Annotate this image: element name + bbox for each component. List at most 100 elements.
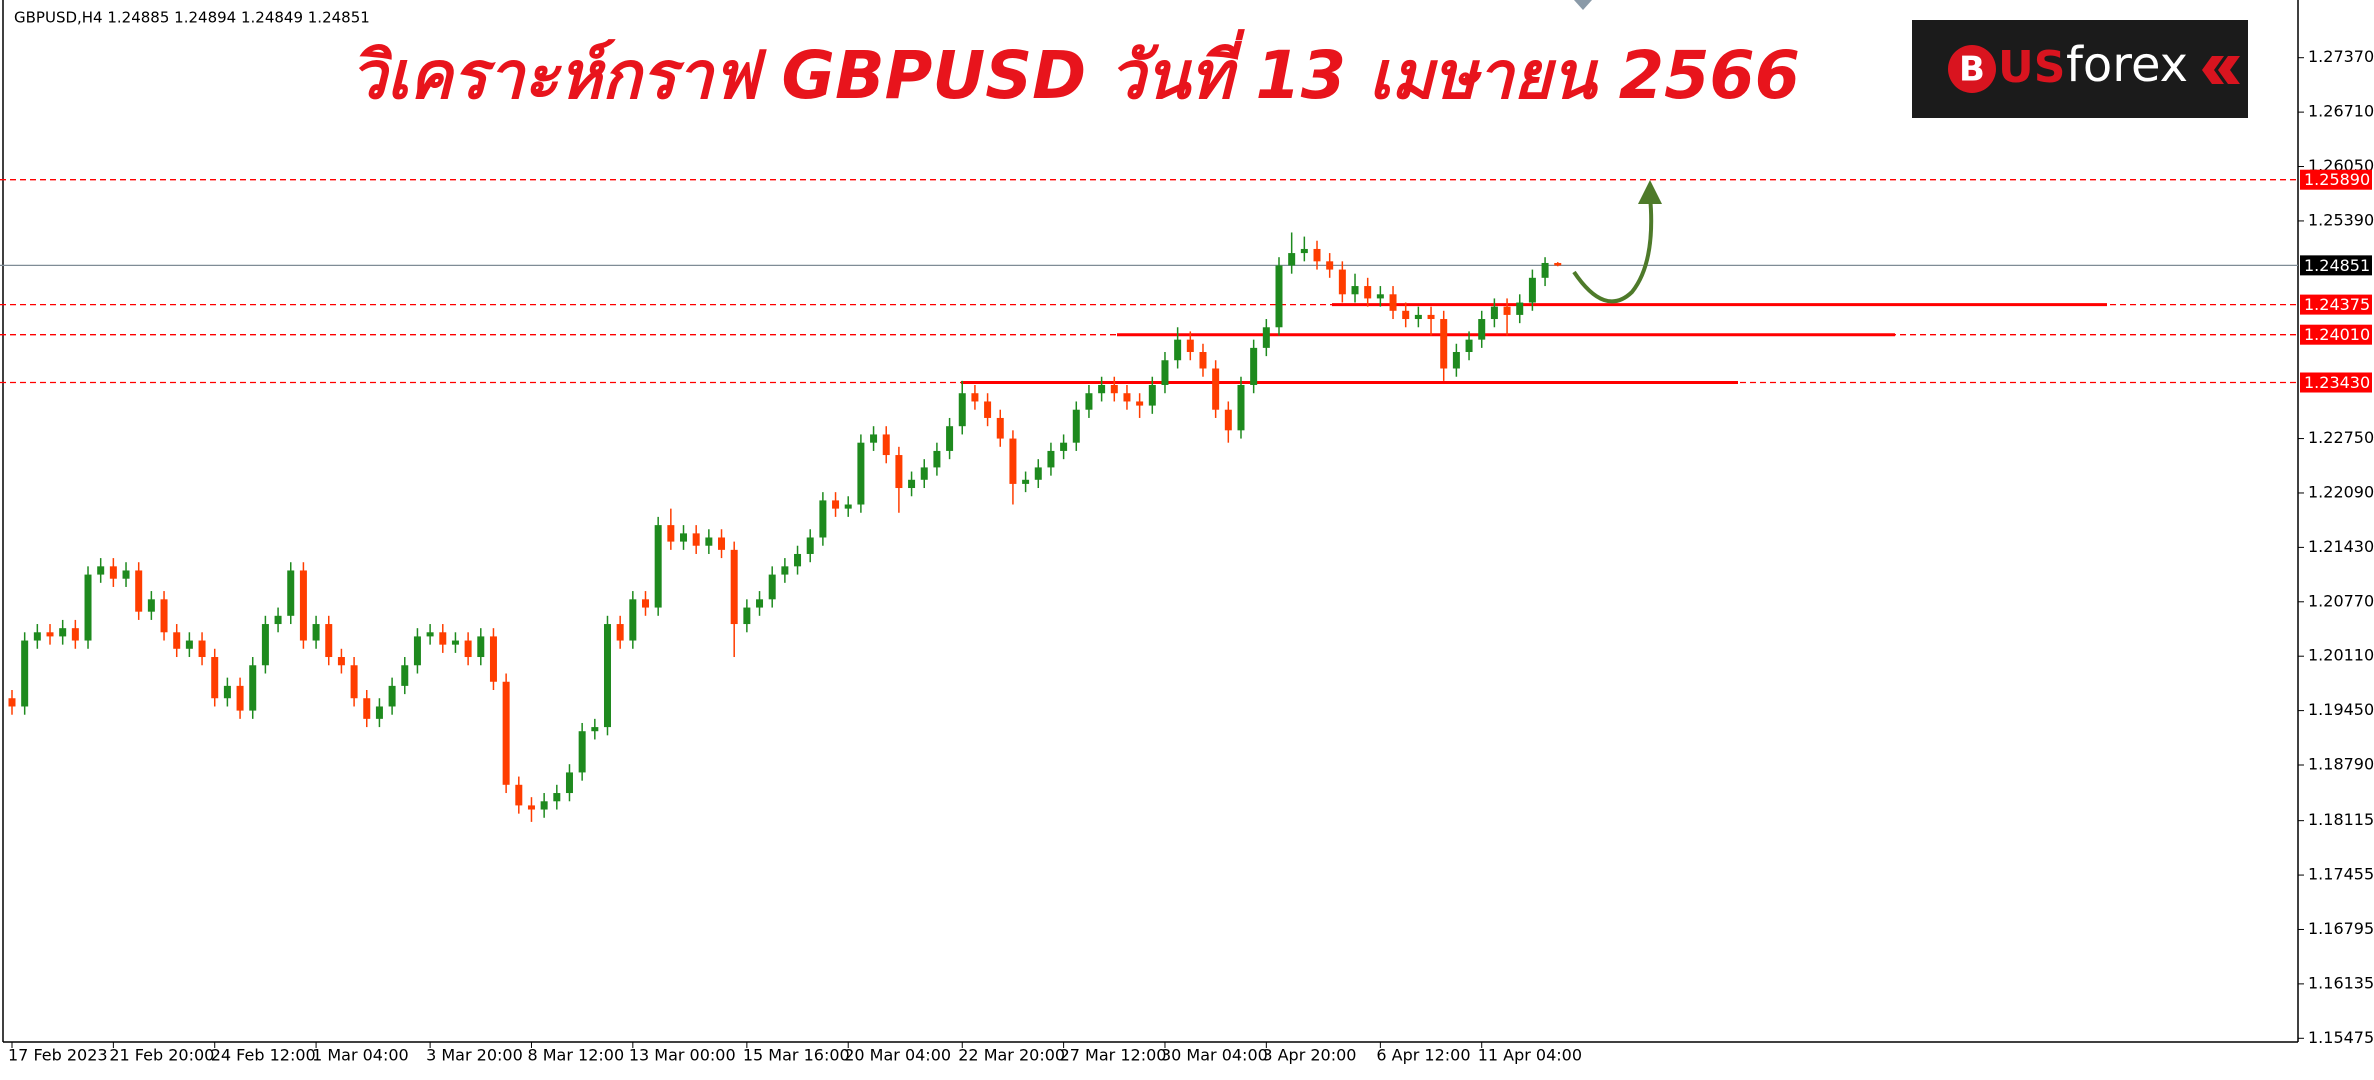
candle-body: [173, 632, 181, 649]
x-tick-label: 11 Apr 04:00: [1478, 1046, 1582, 1065]
candle-body: [540, 801, 548, 810]
candle-body: [565, 772, 573, 794]
candle-body: [743, 607, 751, 625]
x-tick-label: 8 Mar 12:00: [527, 1046, 624, 1065]
candle-body: [1199, 352, 1207, 369]
candle-body: [325, 624, 333, 658]
candle-body: [71, 628, 79, 641]
x-tick-label: 22 Mar 20:00: [958, 1046, 1065, 1065]
candle-body: [135, 570, 143, 612]
x-tick-label: 17 Feb 2023: [8, 1046, 108, 1065]
candle-body: [1250, 347, 1258, 385]
candle-body: [1148, 384, 1156, 406]
candle-body: [1389, 294, 1397, 311]
y-tick-label: 1.17455: [2308, 865, 2374, 884]
y-tick-label: 1.21430: [2308, 537, 2374, 556]
plot-area: 1.273701.267101.260501.253901.227501.220…: [0, 47, 2374, 1065]
level-tag: [2300, 294, 2372, 315]
y-tick-label: 1.27370: [2308, 47, 2374, 66]
y-tick-label: 1.20110: [2308, 646, 2374, 665]
candle-body: [870, 434, 878, 443]
candle-body: [489, 636, 497, 682]
candle-body: [1490, 306, 1498, 320]
candle-body: [1427, 314, 1435, 320]
x-tick-label: 21 Feb 20:00: [109, 1046, 214, 1065]
candle-body: [578, 731, 586, 773]
candle-body: [211, 657, 219, 699]
candle-body: [8, 698, 16, 707]
logo-circle: [1948, 45, 1996, 93]
candle-body: [1528, 277, 1536, 303]
x-tick-label: 3 Mar 20:00: [426, 1046, 523, 1065]
candle-body: [426, 632, 434, 637]
candle-body: [363, 698, 371, 719]
candle-body: [958, 393, 966, 427]
candle-body: [1364, 286, 1372, 299]
candle-body: [527, 805, 535, 810]
candle-body: [236, 685, 244, 711]
candle-body: [1161, 360, 1169, 385]
candle-body: [718, 537, 726, 550]
candle-body: [882, 434, 890, 456]
candle-body: [274, 615, 282, 625]
candle-body: [1072, 409, 1080, 443]
y-tick-label: 1.25390: [2308, 210, 2374, 229]
candle-body: [1503, 306, 1511, 315]
candle-body: [33, 632, 41, 641]
price-tag: [2300, 255, 2372, 276]
candle-body: [287, 570, 295, 616]
x-tick-label: 30 Mar 04:00: [1161, 1046, 1268, 1065]
candle-body: [1110, 384, 1118, 394]
candle-body: [832, 500, 840, 509]
y-tick-label: 1.16795: [2308, 919, 2374, 938]
y-tick-label: 1.15475: [2308, 1028, 2374, 1047]
logo-text-us: US: [1998, 42, 2065, 93]
candle-body: [147, 599, 155, 612]
candle-body: [1060, 442, 1068, 451]
candle-body: [642, 599, 649, 608]
y-tick-label: 1.22750: [2308, 428, 2374, 447]
candle-body: [730, 549, 738, 625]
candle-body: [857, 442, 865, 505]
candle-body: [794, 553, 802, 567]
candle-body: [1022, 479, 1030, 484]
candle-body: [996, 417, 1004, 439]
candle-body: [1098, 384, 1106, 394]
candle-body: [629, 599, 637, 641]
candle-body: [1212, 368, 1220, 410]
candle-body: [1326, 261, 1334, 270]
candle-body: [388, 685, 396, 707]
forecast-arrow: [1572, 195, 1654, 304]
candle-body: [1186, 339, 1194, 353]
x-tick-label: 24 Feb 12:00: [211, 1046, 316, 1065]
candle-body: [984, 401, 992, 418]
candle-body: [806, 537, 814, 554]
y-tick-label: 1.18790: [2308, 755, 2374, 774]
x-tick-label: 3 Apr 20:00: [1262, 1046, 1356, 1065]
candle-body: [1174, 339, 1182, 361]
candle-body: [1376, 294, 1384, 299]
candle-body: [895, 455, 903, 489]
candle-body: [1224, 409, 1232, 431]
candle-body: [299, 570, 307, 641]
candle-body: [1402, 310, 1410, 320]
candle-body: [1034, 467, 1042, 480]
candle-body: [1465, 339, 1473, 353]
candle-body: [464, 640, 472, 658]
candle-body: [122, 570, 130, 579]
level-label: 1.24375: [2304, 295, 2370, 314]
candle-body: [439, 632, 447, 645]
level-label: 1.24010: [2304, 325, 2370, 344]
candle-body: [46, 632, 54, 637]
candle-body: [553, 793, 561, 802]
candle-body: [1516, 302, 1524, 315]
candle-body: [667, 525, 675, 542]
candle-body: [616, 624, 624, 641]
candle-body: [971, 393, 979, 402]
logo-mark: B: [1959, 50, 1985, 90]
logo-chevron: [2218, 56, 2240, 84]
candle-body: [413, 636, 421, 666]
candle-body: [1440, 319, 1448, 369]
candle-body: [515, 784, 523, 806]
